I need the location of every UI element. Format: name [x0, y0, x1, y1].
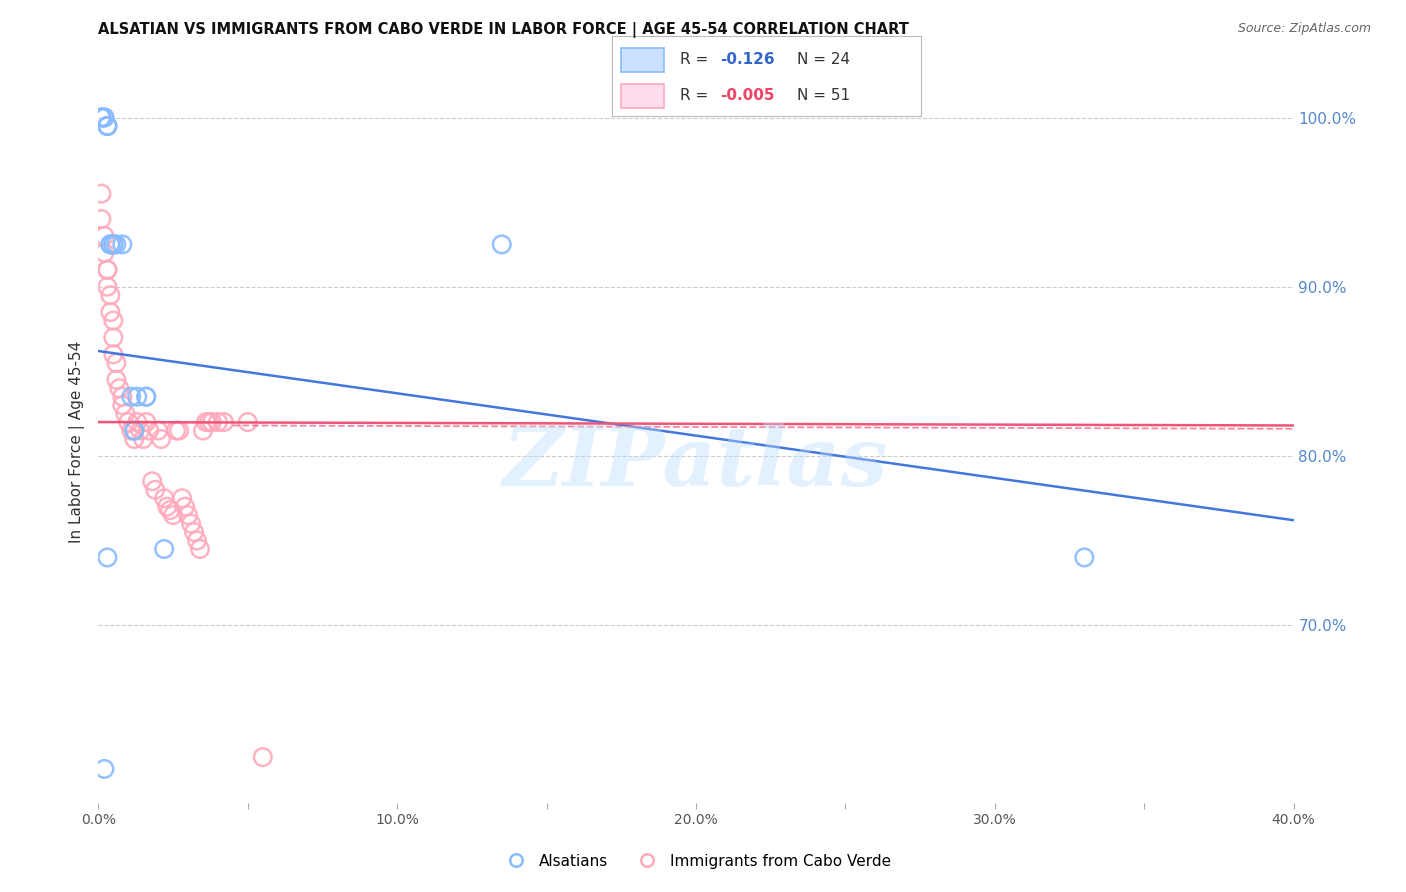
Point: [96, 279, 118, 293]
Point: [96, 119, 118, 133]
Point: [148, 424, 170, 438]
Point: [100, 288, 122, 302]
Point: [124, 424, 146, 438]
Point: [96, 262, 118, 277]
Point: [127, 415, 149, 429]
Point: [135, 415, 157, 429]
Point: [108, 381, 131, 395]
Point: [183, 524, 205, 539]
Point: [93, 111, 115, 125]
Point: [156, 500, 179, 514]
Point: [186, 533, 208, 548]
Point: [105, 237, 128, 252]
Point: [105, 373, 128, 387]
Point: [188, 541, 211, 556]
Point: [132, 432, 155, 446]
Point: [135, 390, 157, 404]
Point: [111, 237, 134, 252]
Point: [103, 330, 125, 344]
Point: [172, 491, 194, 506]
Point: [117, 415, 139, 429]
Point: [252, 750, 274, 764]
Point: [90, 111, 112, 125]
Point: [103, 347, 125, 361]
Point: [177, 508, 200, 523]
Text: ALSATIAN VS IMMIGRANTS FROM CABO VERDE IN LABOR FORCE | AGE 45-54 CORRELATION CH: ALSATIAN VS IMMIGRANTS FROM CABO VERDE I…: [98, 22, 910, 38]
Point: [111, 398, 134, 412]
Point: [111, 390, 134, 404]
Point: [96, 119, 118, 133]
Point: [93, 762, 115, 776]
Point: [212, 415, 235, 429]
Point: [162, 508, 184, 523]
Point: [96, 119, 118, 133]
Text: ZIPatlas: ZIPatlas: [503, 423, 889, 503]
Point: [141, 475, 163, 489]
Point: [198, 415, 221, 429]
Point: [96, 550, 118, 565]
Point: [124, 432, 146, 446]
Point: [90, 111, 112, 125]
Text: -0.126: -0.126: [720, 53, 775, 67]
Point: [153, 491, 176, 506]
Point: [129, 424, 152, 438]
Text: Source: ZipAtlas.com: Source: ZipAtlas.com: [1237, 22, 1371, 36]
FancyBboxPatch shape: [621, 48, 664, 72]
Point: [93, 229, 115, 244]
Point: [90, 212, 112, 227]
Point: [143, 483, 166, 497]
Point: [135, 390, 157, 404]
Point: [93, 111, 115, 125]
Text: -0.005: -0.005: [720, 88, 775, 103]
Point: [195, 415, 218, 429]
Text: R =: R =: [679, 53, 713, 67]
Point: [1073, 550, 1095, 565]
Point: [93, 245, 115, 260]
FancyBboxPatch shape: [621, 84, 664, 108]
Point: [138, 424, 160, 438]
Point: [90, 186, 112, 201]
Point: [207, 415, 229, 429]
Point: [191, 424, 214, 438]
Point: [201, 415, 224, 429]
Point: [491, 237, 513, 252]
Point: [180, 516, 202, 531]
Point: [114, 407, 136, 421]
Text: N = 51: N = 51: [797, 88, 851, 103]
Point: [105, 356, 128, 370]
Y-axis label: In Labor Force | Age 45-54: In Labor Force | Age 45-54: [69, 341, 84, 542]
Point: [103, 237, 125, 252]
Point: [103, 313, 125, 327]
Point: [127, 390, 149, 404]
Point: [100, 305, 122, 319]
Point: [236, 415, 259, 429]
Point: [165, 424, 187, 438]
Point: [153, 541, 176, 556]
Point: [167, 424, 190, 438]
Point: [159, 503, 181, 517]
Point: [120, 424, 142, 438]
Point: [150, 432, 173, 446]
Point: [100, 237, 122, 252]
Legend: Alsatians, Immigrants from Cabo Verde: Alsatians, Immigrants from Cabo Verde: [495, 847, 897, 875]
Point: [96, 262, 118, 277]
Point: [174, 500, 197, 514]
Text: R =: R =: [679, 88, 713, 103]
Point: [124, 424, 146, 438]
Point: [120, 390, 142, 404]
Point: [103, 237, 125, 252]
Point: [100, 237, 122, 252]
Text: N = 24: N = 24: [797, 53, 851, 67]
